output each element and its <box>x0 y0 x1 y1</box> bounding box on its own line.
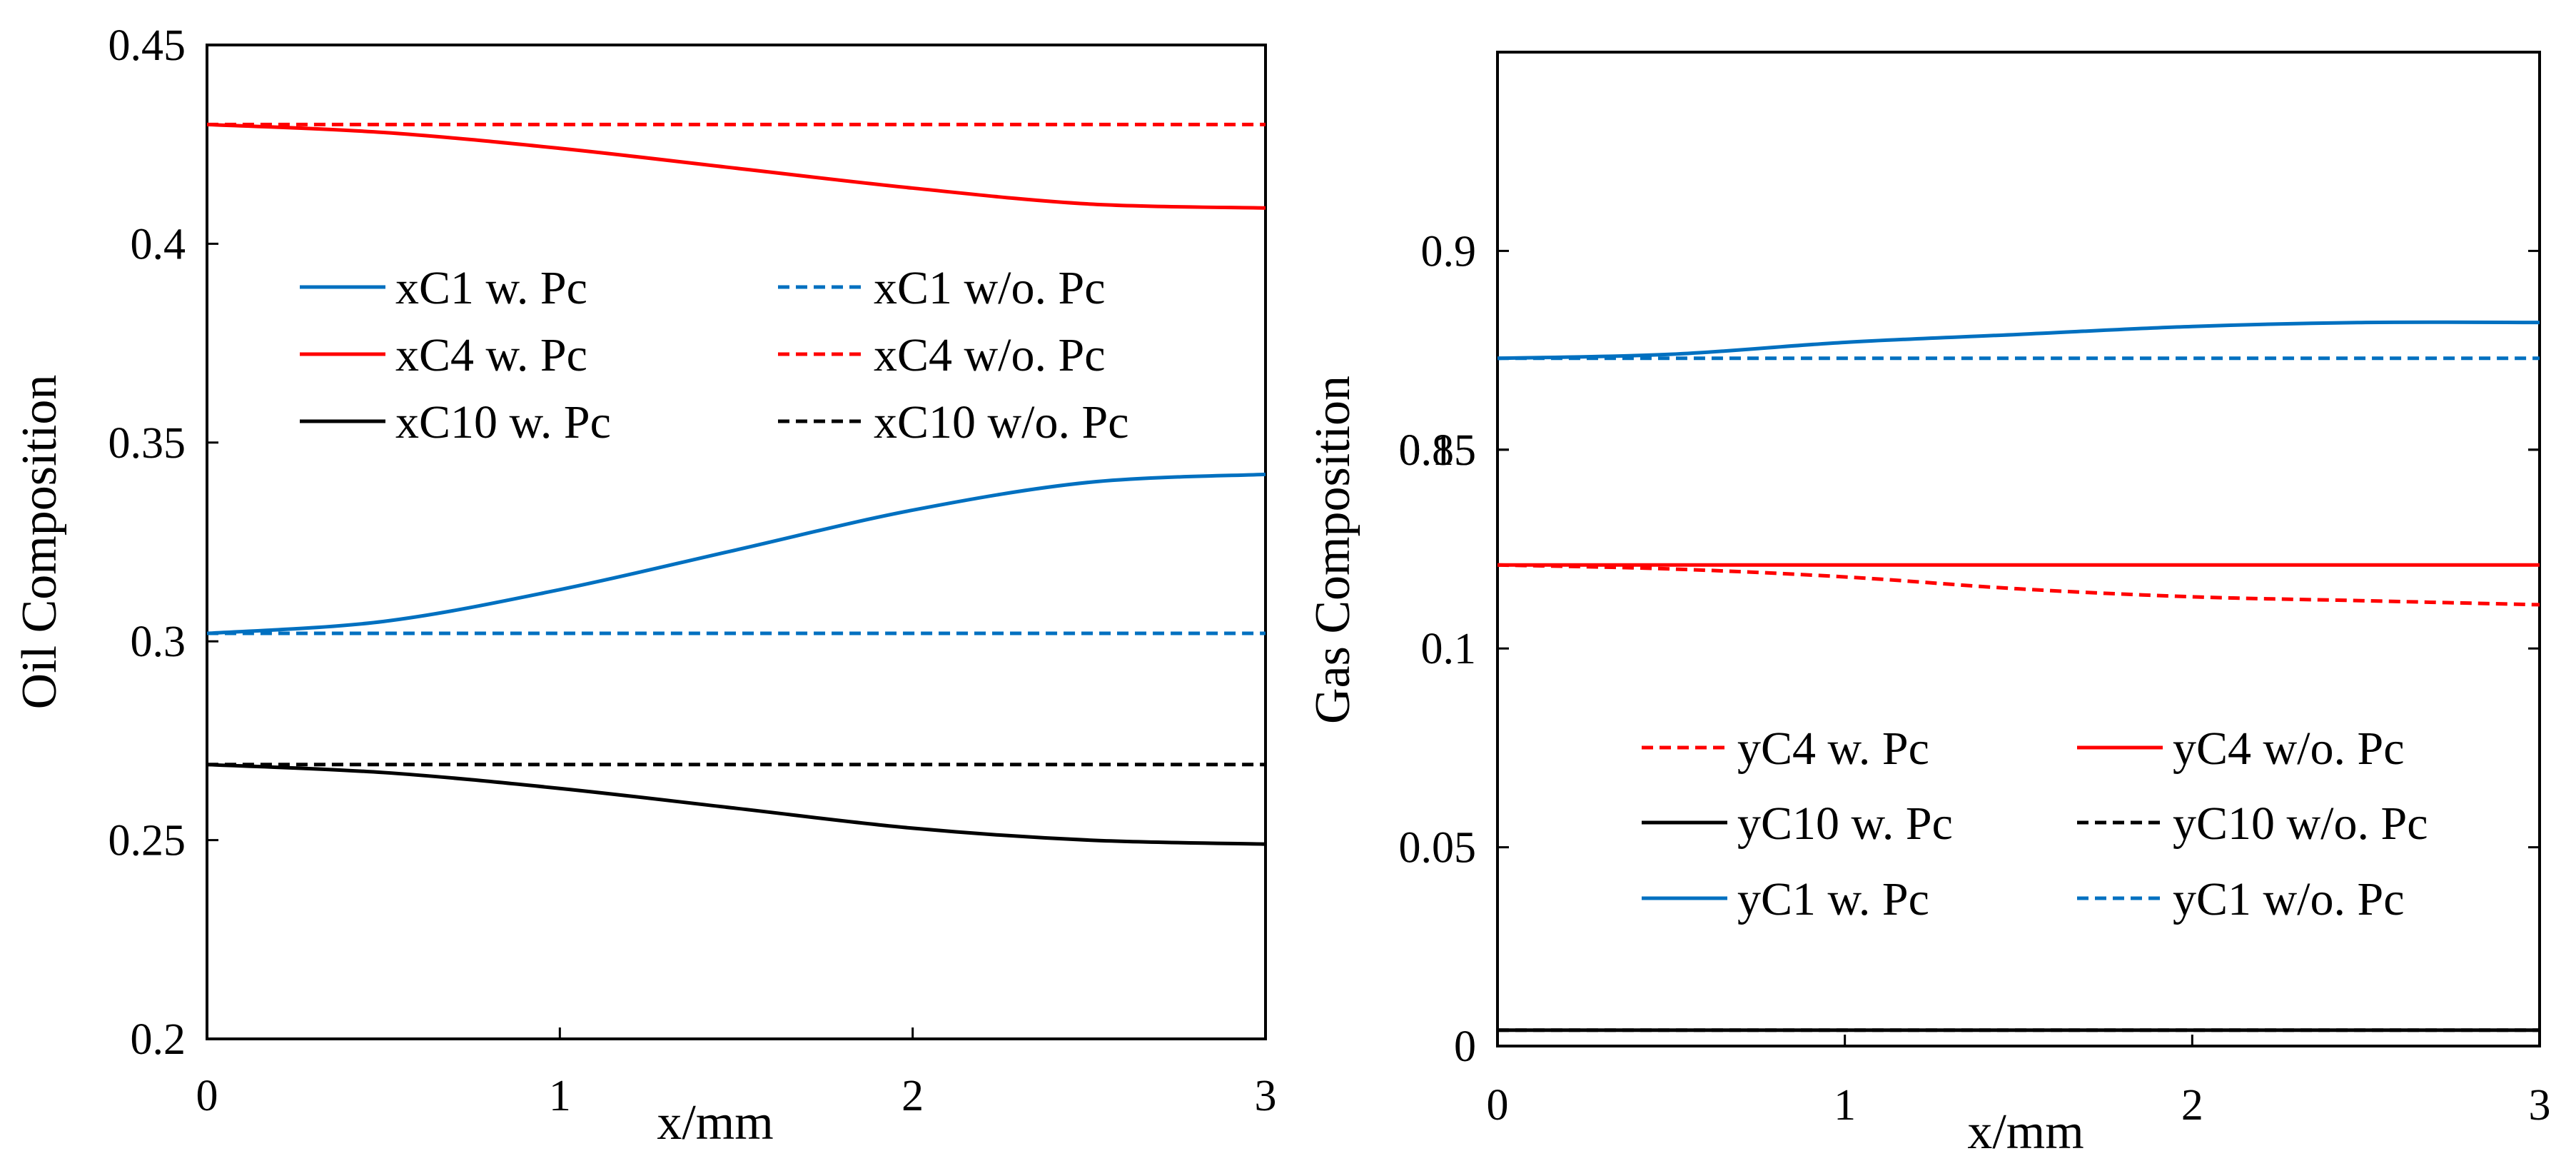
series-line-xc10-w-pc <box>206 763 1266 846</box>
x-axis-title: x/mm <box>1967 1105 2083 1160</box>
y-tick-label: 0.3 <box>131 618 186 666</box>
y-tick-label: 0.15 <box>1399 426 1477 475</box>
y-tick-label: 0.25 <box>108 817 186 865</box>
y-axis-title: Gas Composition <box>1305 376 1360 724</box>
legend-label: yC1 w/o. Pc <box>2173 873 2405 925</box>
series-line-xc1-w-pc <box>206 472 1266 635</box>
legend-label: yC4 w/o. Pc <box>2173 723 2405 775</box>
legend-label: xC4 w/o. Pc <box>874 329 1106 381</box>
x-tick-label: 1 <box>1834 1081 1856 1130</box>
x-tick-label: 0 <box>1487 1081 1509 1130</box>
plot-frame <box>1496 51 2541 1047</box>
legend-label: yC1 w. Pc <box>1737 873 1929 925</box>
legend-label: xC10 w/o. Pc <box>874 396 1129 448</box>
legend-label: xC10 w. Pc <box>395 396 611 448</box>
legend-label: xC1 w. Pc <box>395 262 587 314</box>
legend-label: xC4 w. Pc <box>395 329 587 381</box>
legend-label: yC10 w. Pc <box>1737 798 1953 850</box>
legend-label: xC1 w/o. Pc <box>874 262 1106 314</box>
x-tick-label: 3 <box>1255 1072 1277 1120</box>
oil-chart: 0.2 0.25 0.3 0.35 0.4 0.45 0 1 2 3 x/mm Oil Composi… <box>12 21 1277 1150</box>
x-tick-label: 3 <box>2529 1081 2551 1130</box>
y-tick-label: 0.05 <box>1399 824 1477 873</box>
x-tick-label: 2 <box>2181 1081 2203 1130</box>
y-tick-label: 0.45 <box>108 21 186 70</box>
legend: xC1 w. Pc xC1 w/o. Pc xC4 w. Pc xC4 w/o. Pc… <box>300 262 1129 448</box>
x-tick-label: 2 <box>901 1072 924 1120</box>
y-tick-label: 0.2 <box>131 1015 186 1064</box>
y-axis-title: Oil Composition <box>12 375 67 710</box>
plot-frame <box>206 44 1267 1040</box>
y-tick-label: 0.4 <box>131 220 186 268</box>
legend-label: yC10 w/o. Pc <box>2173 798 2428 850</box>
gas-chart: 0 0.05 0.1 0.150.85 0.9 0 1 2 3 x/mm Gas Compositi… <box>1305 51 2551 1160</box>
x-axis-title: x/mm <box>657 1095 773 1150</box>
y-tick-label: 0.35 <box>108 419 186 468</box>
x-tick-label: 0 <box>196 1072 218 1120</box>
series-line-xc4-w-pc <box>206 122 1266 210</box>
x-tick-label: 1 <box>549 1072 571 1120</box>
y-tick-label: 0 <box>1454 1022 1476 1071</box>
legend: yC4 w. Pc yC4 w/o. Pc yC10 w. Pc yC10 w/o. … <box>1642 723 2428 925</box>
legend-label: yC4 w. Pc <box>1737 723 1929 775</box>
series-line-yc4-w-pc <box>1497 563 2540 607</box>
y-tick-label: 0.85 <box>1399 426 1477 475</box>
series-line-yc1-w-pc <box>1497 320 2540 361</box>
y-tick-label: 0.1 <box>1421 625 1477 673</box>
y-tick-label: 0.9 <box>1421 227 1477 276</box>
